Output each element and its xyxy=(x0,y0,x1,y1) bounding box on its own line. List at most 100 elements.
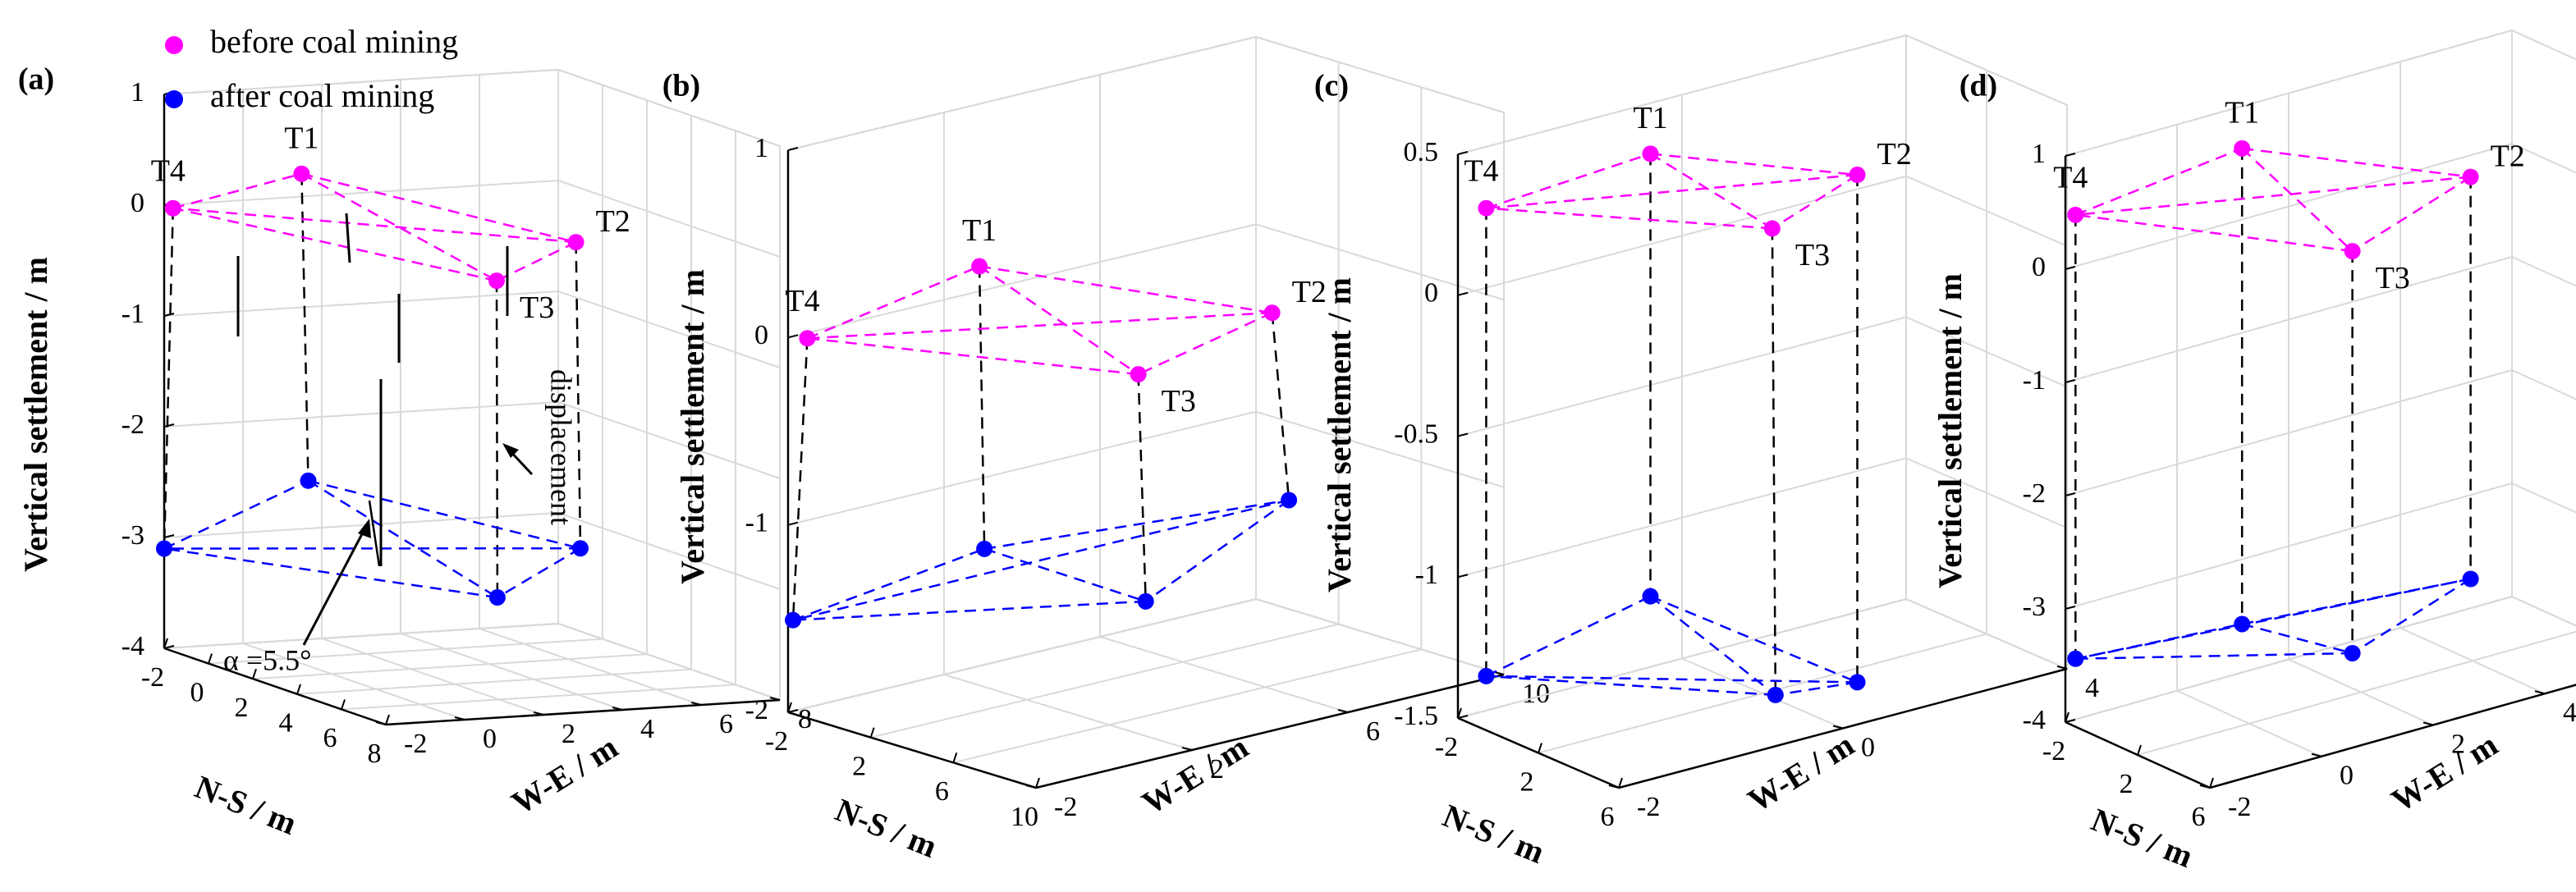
before-edge xyxy=(979,265,1272,314)
grid-line xyxy=(479,628,702,706)
after-edge xyxy=(792,600,1146,621)
x-tick-label: 8 xyxy=(368,739,382,769)
after-point-t2 xyxy=(572,540,589,557)
x-tick-label: -2 xyxy=(141,662,164,693)
grid-line xyxy=(321,638,544,716)
x-tick-label: 2 xyxy=(235,693,249,723)
settlement-connector xyxy=(1771,228,1777,695)
before-point-t2 xyxy=(1263,304,1281,322)
grid-line xyxy=(1255,410,1505,488)
grid-line xyxy=(1255,223,1505,301)
point-label-t1: T1 xyxy=(284,121,319,155)
y-axis-label: W-E / m xyxy=(1135,728,1254,821)
z-tick-label: -1 xyxy=(1415,560,1438,590)
after-point-t3 xyxy=(1137,592,1154,610)
z-tick-label: -1 xyxy=(121,299,144,329)
x-tick xyxy=(1457,707,1462,719)
x-axis xyxy=(787,711,1037,789)
grid-line xyxy=(943,674,1193,751)
x-tick xyxy=(1538,743,1542,753)
z-tick-label: 0 xyxy=(131,188,144,218)
before-edge xyxy=(807,311,1272,340)
x-tick xyxy=(2209,777,2214,789)
z-tick-label: -2 xyxy=(745,695,768,725)
after-edge xyxy=(497,547,581,599)
y-tick xyxy=(1832,725,1844,730)
grid-line xyxy=(787,598,1257,713)
point-label-t2: T2 xyxy=(1292,275,1327,309)
chart-panel-d: 10-1-2-3-4-226-20246Vertical settlement … xyxy=(1932,29,2576,875)
grid-line xyxy=(341,684,736,711)
y-tick-label: 0 xyxy=(1861,732,1875,762)
z-tick-label: 0 xyxy=(754,320,768,350)
y-tick xyxy=(2199,785,2211,789)
after-edge xyxy=(163,479,309,550)
y-tick-label: 4 xyxy=(640,714,654,744)
z-tick-label: 0 xyxy=(1424,278,1438,309)
settlement-connector xyxy=(1271,313,1290,501)
grid-line xyxy=(1681,657,1844,730)
legend-marker-before xyxy=(165,36,183,54)
before-point-t3 xyxy=(2344,243,2361,260)
z-tick-label: 1 xyxy=(131,77,144,107)
x-tick-label: 0 xyxy=(190,677,204,707)
before-point-t2 xyxy=(2462,168,2479,185)
grid-line xyxy=(870,623,1339,739)
before-edge xyxy=(2241,147,2354,253)
after-edge xyxy=(1649,595,1776,696)
grid-line xyxy=(1255,598,1505,675)
grid-line xyxy=(163,623,559,649)
z-tick-label: -0.5 xyxy=(1394,419,1438,449)
x-tick-label: -2 xyxy=(765,726,788,757)
grid-line xyxy=(2400,627,2546,695)
before-edge xyxy=(1486,207,1772,230)
z-tick xyxy=(2065,492,2076,496)
z-tick xyxy=(2065,266,2076,270)
grid-line xyxy=(2511,483,2576,514)
before-edge xyxy=(1650,153,1858,176)
z-tick xyxy=(1457,574,1469,579)
grid-line xyxy=(252,653,648,680)
grid-line xyxy=(2511,256,2576,287)
after-point-t2 xyxy=(2462,570,2479,588)
y-axis xyxy=(2209,684,2576,789)
x-tick-label: 2 xyxy=(852,751,866,781)
y-tick xyxy=(769,697,781,701)
before-edge xyxy=(172,207,576,244)
before-point-t2 xyxy=(1849,167,1866,184)
z-tick xyxy=(1457,432,1469,437)
panel-label: (c) xyxy=(1314,69,1349,103)
before-point-t4 xyxy=(1478,199,1495,217)
grid-line xyxy=(400,633,623,711)
grid-line xyxy=(2511,596,2576,627)
before-point-t1 xyxy=(971,258,988,275)
z-tick xyxy=(1457,291,1469,296)
grid-line xyxy=(557,401,781,479)
z-axis-label: Vertical settlement / m xyxy=(17,257,54,572)
x-tick-label: -2 xyxy=(2042,736,2065,766)
point-label-t2: T2 xyxy=(2491,139,2525,173)
point-label-t3: T3 xyxy=(520,290,554,325)
z-tick-label: 0 xyxy=(2032,252,2046,282)
settlement-connector xyxy=(978,266,986,549)
grid-line xyxy=(787,36,1257,151)
point-label-t1: T1 xyxy=(2225,96,2259,130)
grid-line xyxy=(1905,598,2068,670)
x-tick xyxy=(2065,711,2070,723)
after-edge xyxy=(983,499,1290,551)
x-axis-label: N-S / m xyxy=(190,768,301,842)
x-tick-label: 6 xyxy=(323,723,337,753)
z-tick-label: 0.5 xyxy=(1404,137,1439,167)
angle-line xyxy=(368,500,381,567)
annotation-alpha: α =5.5° xyxy=(223,643,312,676)
x-tick-label: 2 xyxy=(1520,766,1534,797)
z-tick xyxy=(787,147,799,151)
grid-line xyxy=(2511,596,2576,627)
x-tick xyxy=(869,727,875,738)
point-label-t3: T3 xyxy=(1162,384,1196,419)
z-tick xyxy=(1457,151,1469,155)
before-edge xyxy=(2242,147,2471,178)
grid-line xyxy=(787,223,1257,339)
